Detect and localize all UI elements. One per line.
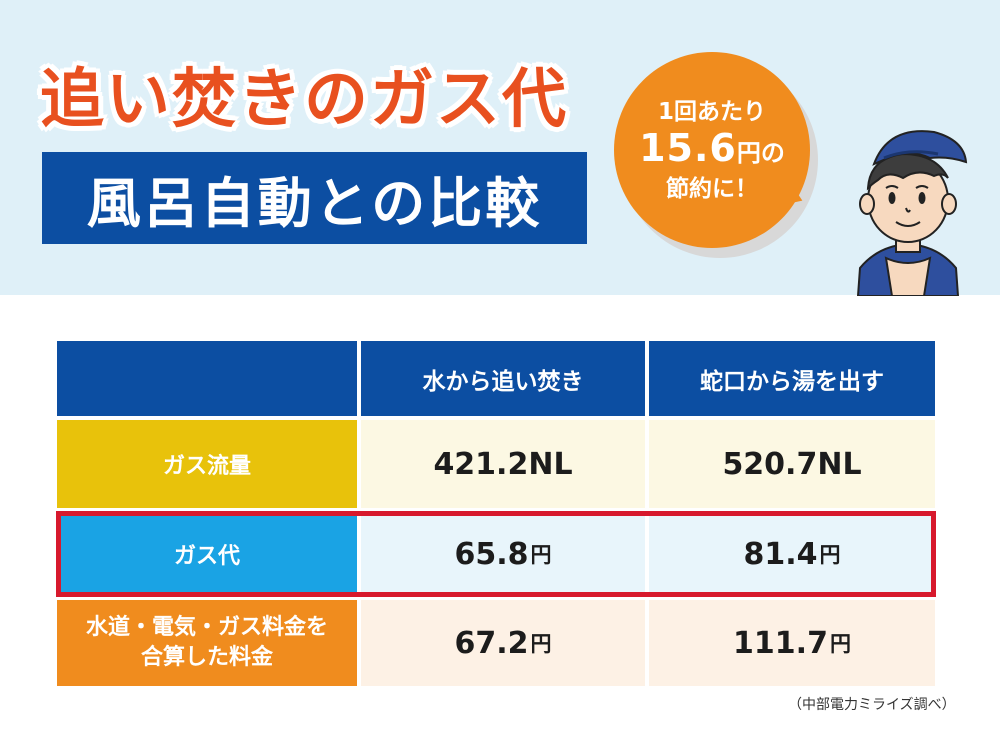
cell-unit: 円 bbox=[819, 543, 841, 567]
table-header-empty bbox=[57, 341, 357, 416]
character-illustration bbox=[856, 130, 968, 296]
savings-amount: 15.6 bbox=[639, 125, 737, 170]
bubble-line-3: 節約に！ bbox=[666, 175, 758, 202]
cell-unit: 円 bbox=[530, 543, 552, 567]
cell-value: 520.7NL bbox=[722, 446, 862, 482]
row-label-gas-cost: ガス代 bbox=[57, 512, 357, 596]
cell-value: 111.7 bbox=[733, 625, 828, 661]
cell-unit: 円 bbox=[829, 632, 851, 656]
bubble-line-1: 1回あたり bbox=[657, 98, 766, 125]
table-cell: 67.2 円 bbox=[361, 600, 645, 686]
cell-unit: 円 bbox=[530, 632, 552, 656]
speech-bubble: 1回あたり 15.6円の 節約に！ bbox=[614, 52, 810, 248]
row-label-line-1: 水道・電気・ガス料金を bbox=[85, 615, 328, 640]
page-title: 追い焚きのガス代 bbox=[40, 63, 568, 137]
source-note: （中部電力ミライズ調べ） bbox=[788, 697, 956, 713]
table-cell: 520.7NL bbox=[649, 420, 935, 508]
bubble-line-2: 15.6円の bbox=[639, 128, 785, 173]
cell-value: 67.2 bbox=[454, 625, 529, 661]
row-label-line-2: 合算した料金 bbox=[140, 645, 273, 670]
row-label-gas-flow: ガス流量 bbox=[57, 420, 357, 508]
savings-unit: 円の bbox=[736, 138, 785, 167]
column-header-reheat: 水から追い焚き bbox=[361, 341, 645, 416]
cell-value: 421.2NL bbox=[433, 446, 573, 482]
column-header-faucet: 蛇口から湯を出す bbox=[649, 341, 935, 416]
hero-banner bbox=[0, 0, 1000, 295]
page-subtitle: 風呂自動との比較 bbox=[42, 152, 587, 244]
row-label-total-utility: 水道・電気・ガス料金を 合算した料金 bbox=[57, 600, 357, 686]
table-cell: 81.4 円 bbox=[649, 512, 935, 596]
table-cell: 421.2NL bbox=[361, 420, 645, 508]
cell-value: 81.4 bbox=[743, 536, 818, 572]
table-cell: 65.8 円 bbox=[361, 512, 645, 596]
table-cell: 111.7 円 bbox=[649, 600, 935, 686]
cell-value: 65.8 bbox=[454, 536, 529, 572]
